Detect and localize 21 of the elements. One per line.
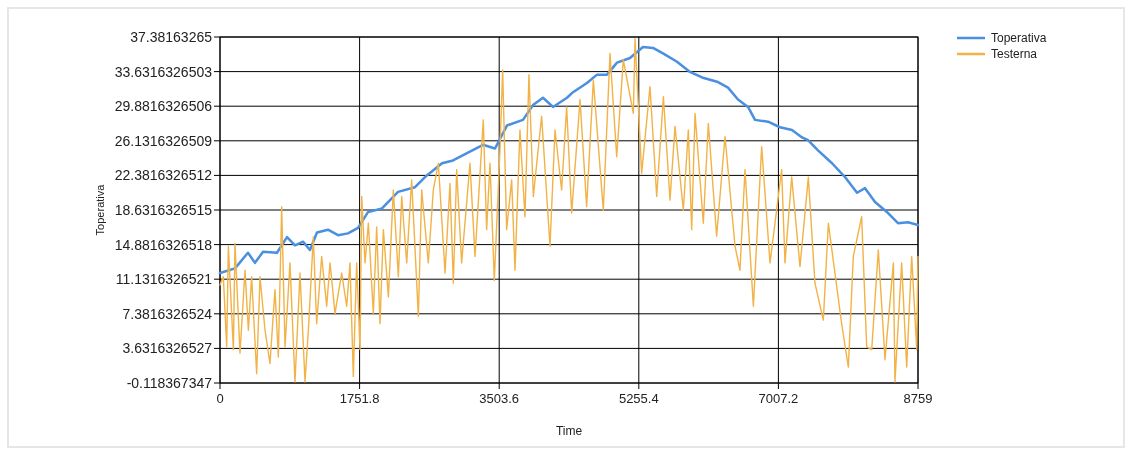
x-tick-label: 3503.6 (479, 391, 520, 406)
y-tick-label: 3.6316326527 (122, 340, 213, 357)
y-axis-title: Toperativa (94, 183, 106, 236)
y-tick-label: 26.1316326509 (114, 132, 213, 149)
y-tick-label: 37.38163265 (130, 28, 213, 45)
y-tick-label: 7.3816326524 (122, 305, 213, 322)
x-tick-label: 5255.4 (618, 391, 659, 406)
y-tick-label: 22.3816326512 (114, 167, 213, 184)
y-tick-label: 11.1316326521 (115, 271, 213, 288)
x-tick-label: 0 (216, 391, 224, 406)
y-tick-label: 33.6316326503 (114, 63, 213, 80)
legend-label: Testerna (991, 47, 1038, 62)
x-tick-label: 8759 (903, 391, 933, 406)
y-tick-label: 29.8816326506 (114, 98, 213, 115)
legend-label: Toperativa (991, 31, 1047, 46)
y-tick-label: 18.6316326515 (114, 201, 213, 218)
x-axis-title: Time (555, 424, 583, 438)
y-tick-label: 14.8816326518 (114, 236, 213, 253)
x-tick-label: 7007.2 (758, 391, 799, 406)
y-tick-label: -0.118367347 (126, 374, 213, 391)
x-tick-label: 1751.8 (339, 391, 380, 406)
